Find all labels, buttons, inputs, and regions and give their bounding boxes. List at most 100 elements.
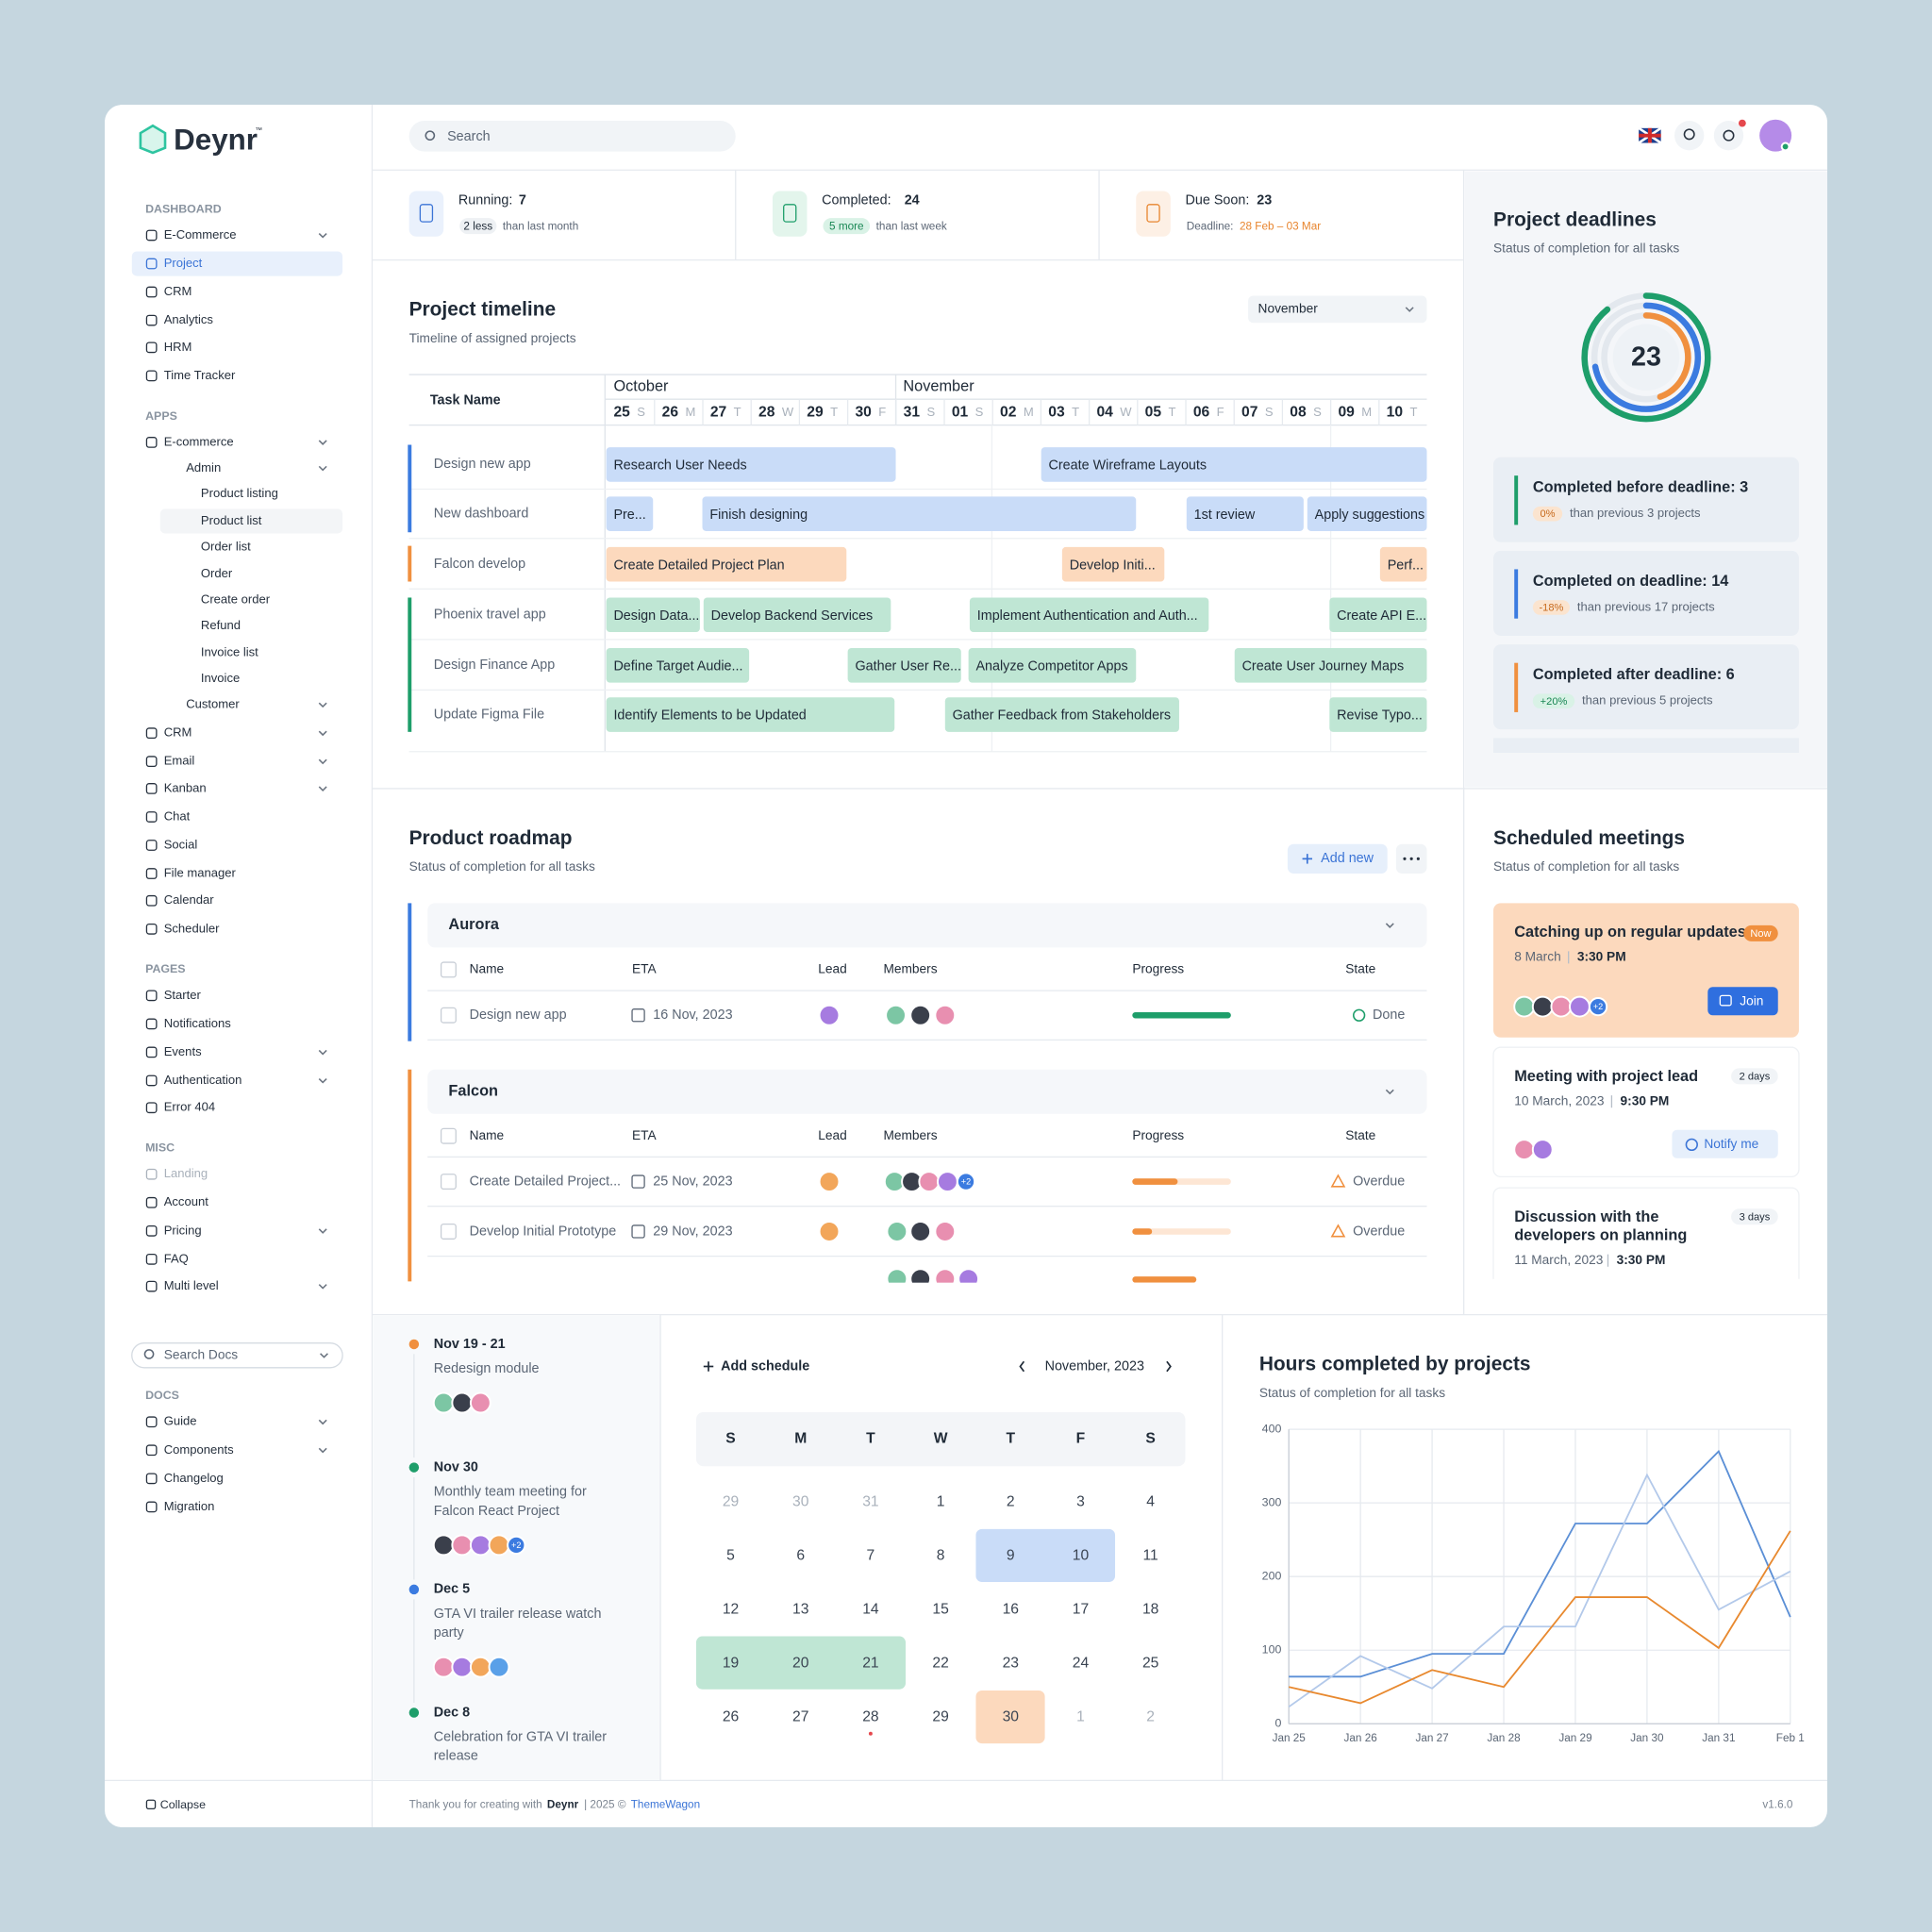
nav-item[interactable]: CRM: [164, 284, 192, 298]
checkbox[interactable]: [440, 1174, 457, 1191]
nav-item[interactable]: Authentication: [164, 1073, 242, 1087]
column-header: Progress: [1132, 962, 1184, 976]
calendar-day[interactable]: 5: [726, 1547, 735, 1563]
nav-item[interactable]: Notifications: [164, 1016, 232, 1030]
calendar-day[interactable]: 25: [1142, 1656, 1159, 1672]
nav-item[interactable]: Landing: [164, 1166, 208, 1180]
calendar-day[interactable]: 26: [723, 1709, 740, 1725]
calendar-day[interactable]: 19: [723, 1656, 739, 1672]
nav-item[interactable]: Order list: [201, 539, 251, 553]
calendar-day[interactable]: 28: [862, 1709, 879, 1725]
nav-item[interactable]: Events: [164, 1044, 202, 1058]
nav-item[interactable]: Analytics: [164, 312, 214, 326]
calendar-day[interactable]: 1: [1076, 1709, 1085, 1725]
calendar-day[interactable]: 14: [862, 1601, 879, 1617]
nav-item[interactable]: Email: [164, 754, 195, 768]
nav-item[interactable]: Invoice: [201, 671, 240, 685]
nav-item[interactable]: Order: [201, 566, 233, 580]
nav-item[interactable]: HRM: [164, 340, 192, 354]
add-button[interactable]: [1287, 843, 1388, 874]
calendar-day[interactable]: 17: [1073, 1601, 1089, 1617]
nav-item[interactable]: CRM: [164, 725, 192, 740]
calendar-day[interactable]: 8: [937, 1547, 945, 1563]
join-button[interactable]: [1707, 987, 1778, 1016]
nav-item[interactable]: Invoice list: [201, 645, 258, 659]
nav-item[interactable]: Kanban: [164, 780, 207, 794]
nav-item[interactable]: Calendar: [164, 892, 215, 907]
calendar-day[interactable]: 2: [1007, 1493, 1015, 1509]
calendar-day[interactable]: 13: [792, 1601, 809, 1617]
nav-item[interactable]: Migration: [164, 1499, 215, 1513]
nav-item[interactable]: Admin: [186, 460, 221, 475]
calendar-day[interactable]: 1: [937, 1493, 945, 1509]
calendar-day[interactable]: 2: [1146, 1709, 1155, 1725]
calendar-day[interactable]: 15: [932, 1601, 949, 1617]
notification-button: [1713, 121, 1744, 151]
add-schedule[interactable]: Add schedule: [721, 1358, 809, 1374]
prev-arrow[interactable]: [1019, 1360, 1025, 1373]
gantt-bar-label: Implement Authentication and Auth...: [977, 608, 1198, 624]
calendar-day[interactable]: 4: [1146, 1493, 1155, 1509]
nav-item[interactable]: Account: [164, 1194, 209, 1208]
nav-item[interactable]: Product listing: [201, 486, 278, 500]
calendar-day[interactable]: 21: [862, 1656, 878, 1672]
nav-item[interactable]: Social: [164, 837, 198, 851]
nav-item[interactable]: Multi level: [164, 1278, 219, 1292]
nav-item[interactable]: Product list: [201, 513, 262, 527]
calendar-day[interactable]: 3: [1076, 1493, 1085, 1509]
calendar-day[interactable]: 18: [1142, 1601, 1159, 1617]
next-arrow[interactable]: [1166, 1360, 1172, 1373]
collapse-button[interactable]: Collapse: [160, 1798, 206, 1811]
nav-item[interactable]: Refund: [201, 618, 241, 632]
calendar-day[interactable]: 10: [1073, 1547, 1090, 1563]
nav-item[interactable]: Components: [164, 1442, 234, 1457]
calendar-day[interactable]: 20: [792, 1656, 809, 1672]
nav-item[interactable]: Changelog: [164, 1471, 224, 1485]
calendar-day[interactable]: 12: [723, 1601, 739, 1617]
nav-item[interactable]: Scheduler: [164, 921, 220, 935]
nav-item[interactable]: File manager: [164, 865, 237, 879]
calendar-day[interactable]: 30: [1003, 1709, 1020, 1725]
event-date: Nov 30: [434, 1459, 478, 1474]
day-letter: M: [685, 405, 695, 419]
nav-item[interactable]: Customer: [186, 697, 240, 711]
calendar-day[interactable]: 24: [1073, 1656, 1090, 1672]
nav-item[interactable]: Chat: [164, 808, 191, 823]
calendar-day[interactable]: 31: [862, 1493, 878, 1509]
calendar-day[interactable]: 29: [932, 1709, 948, 1725]
calendar-day[interactable]: 7: [867, 1547, 875, 1563]
calendar-day[interactable]: 29: [723, 1493, 739, 1509]
nav-item[interactable]: Project: [164, 256, 203, 270]
group-header[interactable]: [427, 1069, 1427, 1114]
calendar-day[interactable]: 22: [932, 1656, 948, 1672]
calendar-day[interactable]: 11: [1143, 1547, 1158, 1563]
nav-item[interactable]: FAQ: [164, 1251, 189, 1265]
checkbox[interactable]: [440, 1223, 457, 1240]
nav-icon: [145, 894, 158, 907]
day-number: 31: [904, 405, 921, 421]
search-box[interactable]: [408, 121, 736, 152]
nav-item[interactable]: Starter: [164, 988, 202, 1002]
calendar-day[interactable]: 23: [1003, 1656, 1020, 1672]
nav-item[interactable]: E-commerce: [164, 434, 234, 448]
nav-item[interactable]: E-Commerce: [164, 227, 237, 242]
checkbox[interactable]: [440, 1007, 457, 1024]
calendar-day[interactable]: 27: [792, 1709, 808, 1725]
notify-button[interactable]: [1672, 1129, 1778, 1158]
nav-item[interactable]: Create order: [201, 592, 271, 607]
month-select[interactable]: [1248, 295, 1427, 324]
nav-item[interactable]: Pricing: [164, 1223, 202, 1237]
nav-item[interactable]: Time Tracker: [164, 368, 236, 382]
day-letter: S: [637, 405, 645, 419]
footer-link[interactable]: ThemeWagon: [631, 1799, 700, 1811]
nav-item[interactable]: Guide: [164, 1414, 197, 1428]
day-letter: M: [1361, 405, 1372, 419]
calendar-day[interactable]: 9: [1007, 1547, 1015, 1563]
calendar-day[interactable]: 16: [1003, 1601, 1020, 1617]
calendar-day[interactable]: 30: [792, 1493, 809, 1509]
calendar-day[interactable]: 6: [796, 1547, 805, 1563]
group-header[interactable]: [427, 903, 1427, 948]
nav-icon: [145, 868, 158, 879]
docs-search[interactable]: [131, 1342, 343, 1369]
nav-item[interactable]: Error 404: [164, 1100, 215, 1114]
